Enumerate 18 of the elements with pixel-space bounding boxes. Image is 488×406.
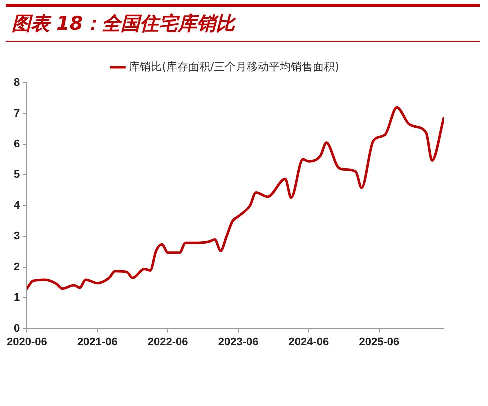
y-tick-label: 5 [14,169,20,182]
y-tick-label: 6 [14,138,20,150]
y-tick-label: 1 [14,292,20,304]
line-series [27,106,444,290]
y-tick-label: 0 [14,322,20,335]
x-tick-label: 2021-06 [77,336,118,348]
x-tick-label: 2023-06 [218,336,259,348]
x-tick-label: 2024-06 [288,336,330,348]
y-tick-label: 4 [14,200,22,212]
x-tick-label: 2022-06 [148,336,188,348]
x-tick-label: 2025-06 [359,336,400,348]
legend-label: 库销比(库存面积/三个月移动平均销售面积) [129,60,340,74]
y-tick-label: 7 [14,108,20,120]
x-tick-label: 2020-06 [6,336,48,348]
y-tick-label: 3 [14,230,20,243]
y-tick-label: 2 [14,261,20,274]
chart-title: 图表 18：全国住宅库销比 [6,7,480,41]
y-tick-label: 8 [14,77,20,90]
